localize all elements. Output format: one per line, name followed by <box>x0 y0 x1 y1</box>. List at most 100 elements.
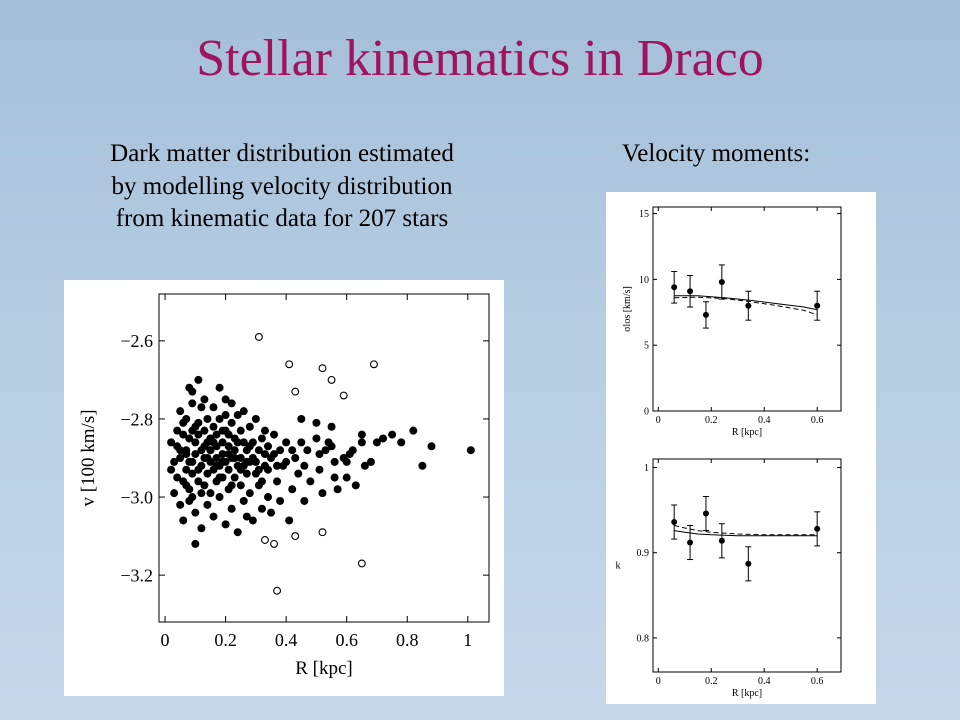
plot-frame <box>652 458 842 673</box>
filled-data-point <box>300 461 309 470</box>
data-point <box>745 560 752 567</box>
description-line: by modelling velocity distribution <box>111 172 453 200</box>
x-tick-label: 0 <box>656 415 661 426</box>
open-data-point <box>370 360 378 369</box>
filled-data-point <box>179 418 188 427</box>
plot-frame <box>158 293 490 623</box>
filled-data-point <box>224 450 233 459</box>
filled-data-point <box>215 473 224 482</box>
filled-data-point <box>176 407 185 416</box>
filled-data-point <box>248 454 257 462</box>
filled-data-point <box>312 418 321 427</box>
x-tick-label: 0.2 <box>705 415 718 426</box>
description-line: Dark matter distribution estimated <box>110 140 454 167</box>
y-tick-label: 15 <box>639 209 649 220</box>
y-axis-label: k <box>616 561 621 572</box>
filled-data-point <box>245 422 254 431</box>
filled-data-point <box>167 438 176 447</box>
filled-data-point <box>173 426 182 435</box>
filled-data-point <box>191 508 200 517</box>
model-line-solid <box>674 295 818 311</box>
y-tick-label: 5 <box>644 341 649 352</box>
filled-data-point <box>233 528 242 537</box>
filled-data-point <box>357 438 366 447</box>
filled-data-point <box>239 438 248 447</box>
filled-data-point <box>351 481 360 490</box>
filled-data-point <box>427 442 436 451</box>
model-line-dashed <box>674 296 818 316</box>
filled-data-point <box>327 422 336 431</box>
filled-data-point <box>379 434 388 443</box>
filled-data-point <box>167 465 176 474</box>
filled-data-point <box>273 461 282 470</box>
filled-data-point <box>170 457 179 466</box>
description-line: from kinematic data for 207 stars <box>115 205 449 232</box>
filled-data-point <box>218 450 227 459</box>
open-data-point <box>285 360 294 369</box>
filled-data-point <box>212 461 221 470</box>
x-tick-label: 0.8 <box>396 630 419 650</box>
data-point <box>671 284 678 291</box>
filled-data-point <box>239 496 248 505</box>
filled-data-point <box>197 403 206 412</box>
filled-data-point <box>263 465 272 474</box>
plot-frame <box>652 206 842 412</box>
filled-data-point <box>227 481 236 490</box>
filled-data-point <box>194 477 203 486</box>
filled-data-point <box>194 465 203 474</box>
filled-data-point <box>230 454 239 462</box>
velocity-moments-panel: 0 0.2 0.4 0.6 0 5 10 15 R [kpc] σlos [km/s] 0 0.2 0.… <box>606 192 876 704</box>
x-tick-label: 0.4 <box>758 676 771 687</box>
data-point <box>687 288 694 295</box>
filled-data-point <box>248 516 257 525</box>
filled-data-point <box>206 446 215 455</box>
filled-data-point <box>194 430 203 439</box>
x-tick-label: 0.6 <box>811 676 824 687</box>
filled-data-point <box>330 473 339 482</box>
filled-data-point <box>236 465 245 474</box>
filled-data-point <box>366 457 375 466</box>
filled-data-point <box>270 450 279 459</box>
open-data-point <box>339 391 348 400</box>
velocity-moments-charts: 0 0.2 0.4 0.6 0 5 10 15 R [kpc] σlos [km/s] 0 0.2 0.… <box>616 206 842 699</box>
x-tick-label: 0 <box>161 630 170 650</box>
filled-data-point <box>276 496 285 505</box>
data-point <box>702 311 709 318</box>
open-data-point <box>327 375 336 384</box>
filled-data-point <box>221 411 230 420</box>
filled-data-point <box>297 414 306 423</box>
filled-data-point <box>182 481 191 490</box>
filled-data-point <box>282 457 291 466</box>
filled-data-point <box>188 387 197 396</box>
filled-data-point <box>221 426 230 435</box>
filled-data-point <box>409 426 418 435</box>
filled-data-point <box>209 438 218 447</box>
y-tick-label: −2.6 <box>120 331 153 351</box>
filled-data-point <box>233 438 242 447</box>
filled-data-point <box>170 489 179 498</box>
x-tick-label: 0.4 <box>758 415 771 426</box>
filled-data-point <box>257 434 266 443</box>
y-tick-label: 0 <box>644 407 649 418</box>
velocity-moments-label: Velocity moments: <box>622 140 811 167</box>
filled-data-point <box>270 430 279 439</box>
filled-data-point <box>230 446 239 455</box>
x-tick-label: 0.4 <box>275 630 298 650</box>
filled-data-point <box>357 430 366 439</box>
data-point <box>671 519 678 526</box>
filled-data-point <box>315 465 324 474</box>
x-tick-label: 0 <box>656 676 661 687</box>
x-axis-label: R [kpc] <box>295 658 353 679</box>
x-axis-label: R [kpc] <box>732 427 762 438</box>
x-axis-label: R [kpc] <box>732 688 762 699</box>
filled-data-point <box>321 446 330 455</box>
filled-data-point <box>221 520 230 529</box>
filled-data-point <box>263 442 272 451</box>
filled-data-point <box>188 457 197 466</box>
filled-data-point <box>200 395 209 404</box>
filled-data-point <box>263 493 272 502</box>
open-data-point <box>318 528 327 537</box>
filled-data-point <box>191 450 200 459</box>
filled-data-point <box>251 414 260 423</box>
data-point <box>814 525 821 532</box>
